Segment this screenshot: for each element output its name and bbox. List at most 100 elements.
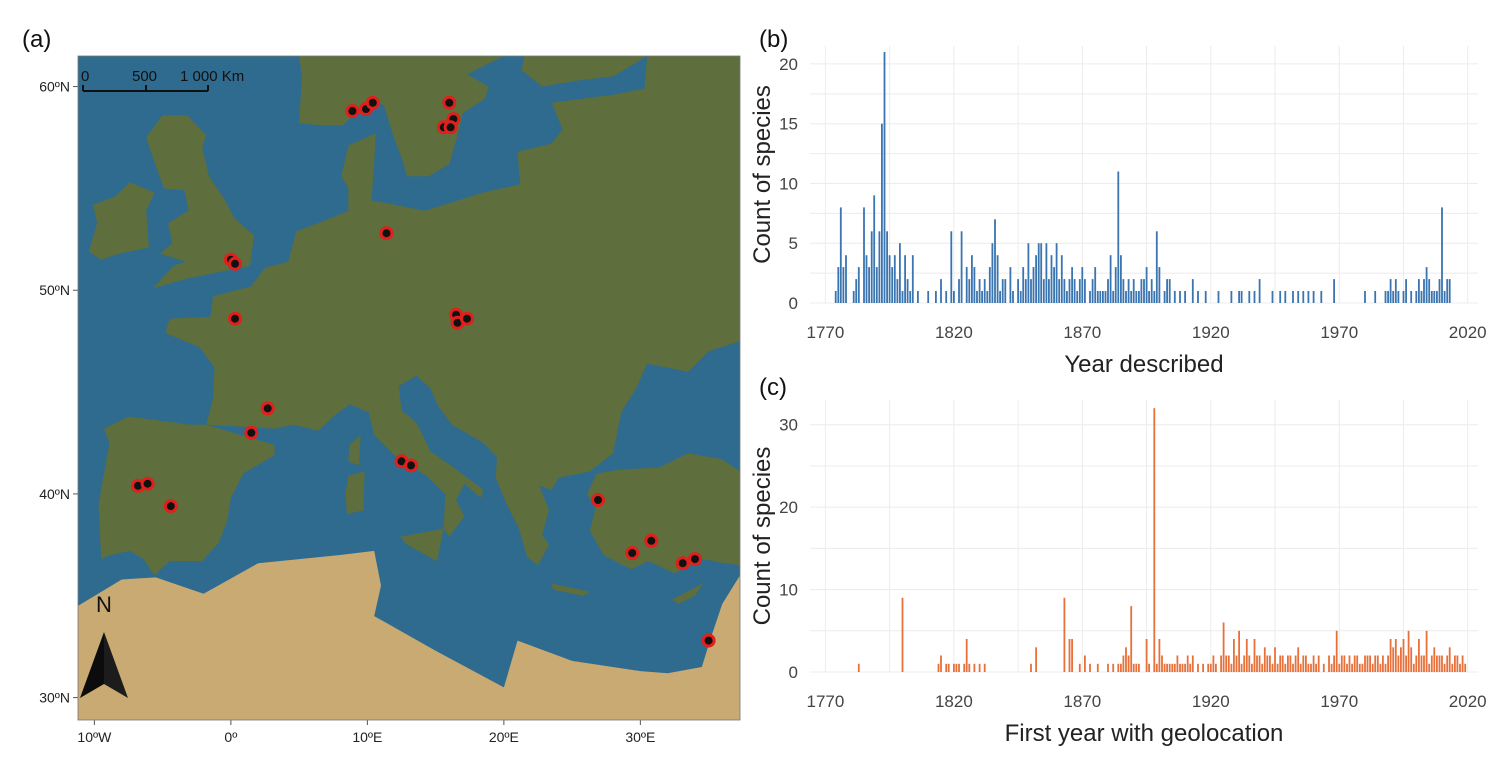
chart-c-bar: [1243, 655, 1246, 672]
chart-c-bar: [1284, 663, 1287, 672]
chart-b-bar: [901, 291, 904, 303]
occurrence-point: [228, 311, 242, 326]
chart-b-ytick-label: 10: [779, 174, 798, 193]
chart-b-bar: [1438, 279, 1441, 303]
chart-b-bar: [1089, 291, 1091, 303]
chart-c-xtick-label: 1970: [1320, 692, 1358, 711]
chart-b-bar: [1125, 291, 1127, 303]
chart-c-ylabel: Count of species: [750, 447, 776, 626]
chart-c-bar: [1135, 663, 1138, 672]
chart-c-bar: [1340, 655, 1343, 672]
chart-b-bar: [1384, 291, 1387, 303]
chart-b-bar: [1091, 279, 1094, 303]
chart-c-bar: [1307, 663, 1310, 672]
chart-c-xtick-label: 1820: [935, 692, 973, 711]
chart-b-bar: [1055, 243, 1058, 303]
chart-b-bar: [1307, 291, 1310, 303]
chart-b-bar: [845, 255, 847, 303]
chart-c-bar: [1266, 655, 1269, 672]
chart-year-described: 0 5 10 15 20 1770 1820 1870 1920 1970 2020 Year des…: [750, 20, 1490, 390]
chart-b-bar: [1099, 291, 1102, 303]
chart-c-bar: [1261, 663, 1264, 672]
chart-b-bar: [1420, 291, 1423, 303]
chart-c-bar: [1240, 663, 1243, 672]
chart-c-bar: [1120, 663, 1122, 672]
occurrence-point: [701, 633, 716, 648]
chart-c-bar: [937, 663, 940, 672]
scale-bar-label: 500: [132, 68, 157, 85]
chart-b-bar: [1153, 291, 1156, 303]
chart-c-bar: [1376, 655, 1379, 672]
chart-b-bar: [1238, 291, 1240, 303]
chart-b-bar: [1135, 291, 1138, 303]
chart-b-bar: [896, 279, 899, 303]
chart-b-xtick-label: 1770: [807, 323, 845, 342]
chart-b-bar: [857, 267, 860, 303]
chart-b-bar: [1389, 279, 1392, 303]
chart-c-bar: [978, 663, 981, 672]
chart-b-bar: [1184, 291, 1186, 303]
chart-b-bar: [1433, 291, 1436, 303]
occurrence-point: [644, 533, 659, 548]
chart-c-bar: [1451, 663, 1454, 672]
lon-tick-label: 10ºE: [352, 729, 382, 745]
chart-c-bar: [1220, 655, 1222, 672]
chart-c-bar: [1209, 663, 1212, 672]
chart-b-bar: [1109, 255, 1112, 303]
chart-b-bar: [1058, 279, 1061, 303]
chart-b-bar: [965, 267, 968, 303]
chart-b-bar: [994, 219, 996, 303]
chart-b-bar: [1122, 279, 1125, 303]
sardinia-land: [345, 471, 365, 515]
chart-b-bar: [1204, 291, 1207, 303]
chart-b-bar: [1425, 267, 1428, 303]
chart-b-bar: [1148, 291, 1150, 303]
chart-b-bar: [1258, 279, 1261, 303]
chart-b-bar: [1197, 291, 1199, 303]
chart-c-bar: [1068, 639, 1071, 672]
chart-b-bar: [1217, 291, 1220, 303]
chart-b-bar: [1402, 291, 1405, 303]
chart-c-bar: [1302, 655, 1305, 672]
chart-b-bar: [1078, 279, 1081, 303]
chart-c-bar: [1168, 663, 1171, 672]
chart-c-bar: [1420, 655, 1423, 672]
chart-b-bar: [1045, 243, 1048, 303]
chart-c-bar: [1330, 663, 1333, 672]
chart-b-bar: [1191, 279, 1194, 303]
faroe-filler: [67, 20, 122, 56]
chart-b-bar: [917, 291, 919, 303]
chart-first-geolocation: 0 10 20 30 1770 1820 1870 1920 1970 2020 First yea…: [750, 380, 1490, 770]
chart-c-bar: [1436, 655, 1438, 672]
chart-c-bar: [1305, 655, 1307, 672]
chart-b-bar: [1150, 279, 1153, 303]
chart-c-bar: [1163, 663, 1166, 672]
chart-c-bar: [1433, 647, 1436, 672]
chart-c-bar: [1125, 647, 1127, 672]
chart-b-bar: [1032, 267, 1035, 303]
chart-c-bar: [1361, 663, 1364, 672]
chart-c-bar: [1430, 655, 1433, 672]
chart-c-bar: [1297, 647, 1300, 672]
chart-c-bar: [1251, 663, 1253, 672]
chart-b-bar: [1027, 243, 1030, 303]
chart-b-bar: [1066, 291, 1068, 303]
chart-b-bar: [1076, 291, 1079, 303]
chart-b-xtick-label: 1870: [1063, 323, 1101, 342]
chart-c-bar: [1222, 622, 1225, 672]
chart-c-bar: [1394, 639, 1397, 672]
chart-b-bar: [945, 291, 948, 303]
chart-b-bar: [1443, 291, 1446, 303]
chart-b-bar: [1320, 291, 1323, 303]
map-axes: 60ºN 50ºN 40ºN 30ºN 10ºW 0º 10ºE 20ºE 30ºE: [39, 79, 655, 745]
chart-b-bar: [1143, 279, 1145, 303]
chart-b-bar: [950, 231, 953, 303]
cyprus-land: [671, 583, 704, 604]
chart-c-bar: [1299, 663, 1302, 672]
lat-tick-label: 50ºN: [39, 282, 70, 298]
chart-c-bar: [1235, 655, 1238, 672]
chart-c-ytick-label: 10: [779, 581, 798, 600]
occurrence-point: [140, 476, 155, 491]
chart-c-bar: [1294, 655, 1297, 672]
chart-b-bar: [1333, 279, 1335, 303]
